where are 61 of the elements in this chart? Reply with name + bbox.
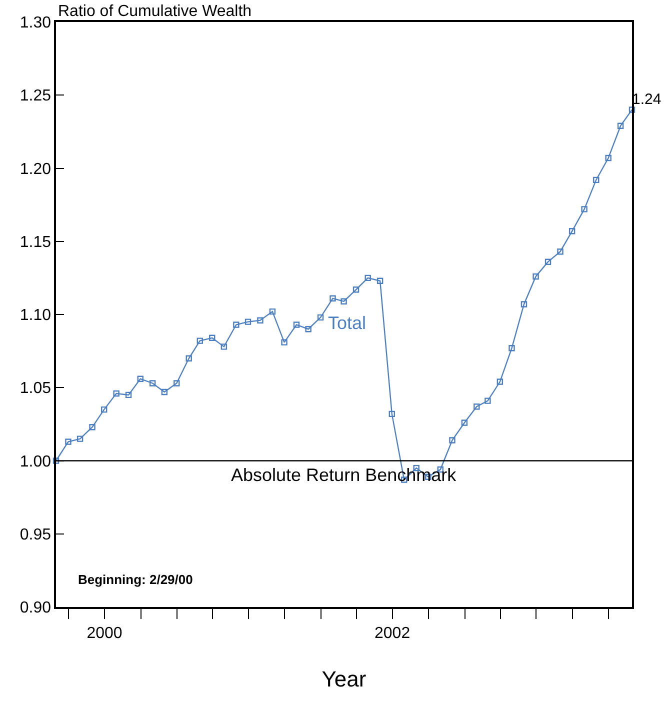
point (220, 344, 228, 350)
point (508, 345, 515, 352)
point (269, 308, 276, 315)
series-label: Total (328, 313, 366, 333)
point (174, 380, 180, 386)
point (330, 295, 336, 302)
x-axis-title: Year (322, 666, 366, 692)
point (449, 437, 456, 444)
x-tick-label: 2002 (374, 624, 410, 642)
point (581, 206, 588, 212)
point (617, 122, 624, 129)
point (52, 458, 60, 464)
point (293, 322, 300, 328)
point (76, 436, 84, 442)
y-tick-label: 0.95 (20, 526, 52, 544)
point (532, 273, 539, 280)
point (113, 390, 120, 397)
point (101, 406, 108, 413)
y-axis-title: Ratio of Cumulative Wealth (58, 3, 252, 20)
point (244, 318, 252, 325)
point (496, 378, 504, 385)
point (474, 404, 480, 410)
point (628, 106, 636, 113)
point (257, 317, 264, 324)
point (186, 355, 192, 362)
point (484, 398, 491, 404)
point (317, 314, 324, 321)
point (364, 274, 371, 282)
point (209, 334, 216, 341)
y-tick-label: 0.90 (20, 600, 52, 617)
y-tick-label: 1.05 (20, 380, 52, 398)
point (149, 380, 156, 386)
point (352, 286, 360, 293)
x-tick-label: 2000 (86, 624, 122, 642)
y-tick-label: 1.10 (20, 307, 52, 324)
y-tick-label: 1.20 (20, 160, 52, 178)
point (544, 258, 552, 265)
point (161, 388, 168, 396)
point (605, 154, 612, 162)
y-tick-label: 1.30 (20, 14, 52, 32)
point (461, 420, 468, 426)
point (568, 228, 576, 234)
point (593, 176, 600, 184)
point (557, 248, 564, 255)
point (520, 301, 528, 308)
point (305, 326, 312, 332)
point (125, 392, 132, 398)
point (340, 298, 347, 304)
y-tick-label: 1.25 (20, 88, 52, 105)
point (137, 376, 144, 382)
point (233, 322, 240, 328)
y-tick-label: 1.15 (20, 234, 52, 251)
annotation: Beginning: 2/29/00 (78, 572, 193, 587)
data-label: 1.24 (632, 91, 662, 108)
point (388, 410, 395, 418)
point (65, 438, 72, 445)
point (376, 278, 384, 284)
point (89, 424, 96, 430)
point (196, 338, 203, 344)
point (281, 339, 288, 346)
y-tick-label: 1.00 (20, 453, 52, 470)
